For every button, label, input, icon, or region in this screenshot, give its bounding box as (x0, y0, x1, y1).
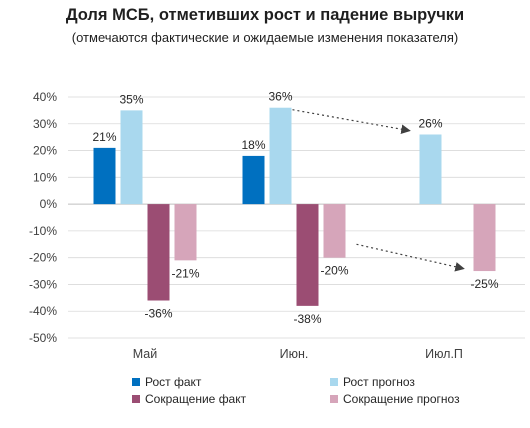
bar (323, 204, 346, 258)
bar (473, 204, 496, 272)
legend-swatch (330, 378, 338, 386)
bar (269, 107, 292, 205)
data-label: -20% (320, 264, 348, 278)
data-label: 36% (268, 90, 292, 104)
legend-swatch (132, 378, 140, 386)
data-label: 26% (418, 116, 442, 130)
chart-title: Доля МСБ, отметивших рост и падение выру… (65, 6, 465, 24)
bar (296, 204, 319, 306)
y-tick-label: 30% (33, 117, 57, 131)
data-label: -25% (470, 277, 498, 291)
data-label: 18% (241, 138, 265, 152)
bar (147, 204, 170, 301)
legend-item: Сокращение прогноз (330, 392, 460, 406)
y-tick-label: -40% (29, 304, 57, 318)
chart-subtitle: (отмечаются фактические и ожидаемые изме… (71, 30, 459, 45)
bar (174, 204, 197, 261)
y-tick-label: -20% (29, 251, 57, 265)
legend-swatch (132, 395, 140, 403)
x-tick-label: Май (133, 347, 158, 361)
legend-label: Сокращение прогноз (343, 392, 460, 406)
legend-item: Рост прогноз (330, 375, 415, 389)
data-label: 35% (119, 92, 143, 106)
y-tick-label: -30% (29, 277, 57, 291)
trend-arrow (356, 243, 465, 272)
data-label: -21% (171, 266, 199, 280)
legend-swatch (330, 395, 338, 403)
bar (242, 155, 265, 205)
x-tick-label: Июн. (280, 347, 309, 361)
y-tick-label: 0% (40, 197, 58, 211)
x-tick-label: Июл.П (425, 347, 463, 361)
bar (120, 110, 143, 205)
y-tick-label: 40% (33, 90, 57, 104)
y-tick-label: 10% (33, 170, 57, 184)
y-tick-label: 20% (33, 144, 57, 158)
legend-item: Сокращение факт (132, 392, 246, 406)
bar (419, 134, 442, 205)
data-label: 21% (92, 130, 116, 144)
legend-item: Рост факт (132, 375, 201, 389)
trend-arrow (292, 109, 411, 134)
y-tick-label: -50% (29, 331, 57, 345)
data-label: -36% (144, 307, 172, 321)
y-tick-label: -10% (29, 224, 57, 238)
legend-label: Рост прогноз (343, 375, 415, 389)
bar (93, 147, 116, 205)
data-label: -38% (293, 312, 321, 326)
legend-label: Рост факт (145, 375, 202, 389)
legend-label: Сокращение факт (145, 392, 247, 406)
